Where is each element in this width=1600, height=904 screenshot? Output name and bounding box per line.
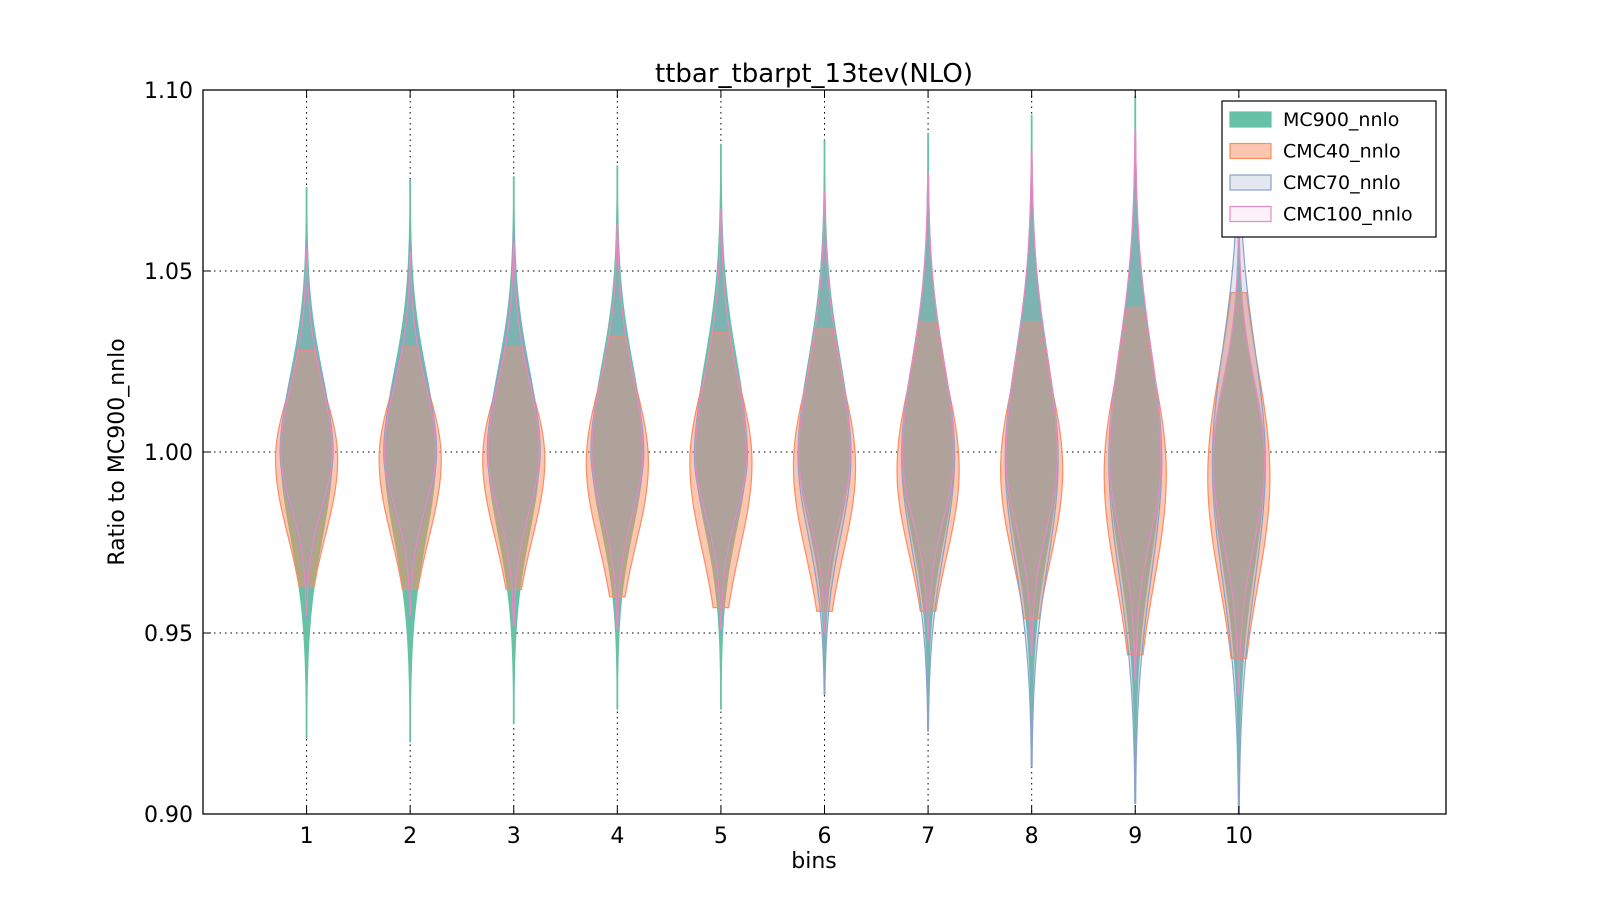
violin-CMC40_nnlo-bin-5 [689,331,753,609]
violin-CMC40_nnlo-bin-3 [482,346,546,591]
violin-CMC40_nnlo-bin-1 [274,350,339,587]
violin-CMC100_nnlo-bin-4 [591,223,644,630]
violin-CMC40_nnlo-bin-4 [585,335,649,598]
violin-CMC100_nnlo-bin-3 [487,241,541,627]
x-tick-label: 1 [300,824,314,849]
violin-CMC100_nnlo-bin-8 [1005,150,1058,656]
legend-swatch-MC900_nnlo [1229,111,1272,128]
legend-swatch-CMC40_nnlo [1229,142,1272,160]
x-tick-label: 7 [921,824,935,849]
violin-CMC100_nnlo-bin-6 [798,190,851,634]
x-tick-label: 9 [1128,824,1142,849]
y-tick-label: 1.00 [144,441,193,466]
violin-CMC100_nnlo-bin-9 [1108,129,1162,681]
violin-series-CMC100_nnlo [280,129,1266,696]
violin-CMC100_nnlo-bin-2 [383,252,437,616]
x-tick-label: 2 [403,824,417,849]
x-tick-label: 10 [1225,824,1253,849]
legend-label-MC900_nnlo: MC900_nnlo [1283,109,1399,131]
x-tick-label: 8 [1025,824,1039,849]
y-tick-label: 1.05 [144,260,193,285]
legend-swatch-CMC70_nnlo [1229,174,1272,191]
y-tick-label: 0.90 [144,803,193,828]
legend: MC900_nnlo CMC40_nnlo CMC70_nnlo CMC100_nnl… [1221,100,1437,238]
x-axis-label: bins [791,849,836,874]
violin-layer [274,96,1271,815]
x-tick-label: 5 [714,824,728,849]
x-tick-label: 4 [610,824,624,849]
violin-CMC100_nnlo-bin-1 [280,248,333,616]
legend-label-CMC40_nnlo: CMC40_nnlo [1283,141,1401,163]
legend-swatch-CMC100_nnlo [1229,205,1272,223]
violin-series-CMC70_nnlo [279,125,1266,815]
violin-CMC100_nnlo-bin-7 [901,172,955,641]
x-tick-label: 3 [507,824,521,849]
violin-CMC100_nnlo-bin-10 [1212,223,1266,696]
axes-layer: 0.90 0.95 1.00 1.05 1.10 1 2 3 4 5 6 7 8 9 10 [144,79,1447,849]
violin-CMC40_nnlo-bin-8 [1000,321,1064,620]
x-tick-label: 6 [818,824,832,849]
violin-CMC40_nnlo-bin-9 [1103,306,1167,656]
y-axis-label: Ratio to MC900_nnlo [105,338,130,565]
violin-CMC40_nnlo-bin-7 [896,321,960,612]
legend-label-CMC70_nnlo: CMC70_nnlo [1283,172,1401,194]
y-tick-label: 0.95 [144,622,193,647]
violin-CMC70_nnlo-bin-2 [383,241,438,620]
legend-label-CMC100_nnlo: CMC100_nnlo [1283,204,1413,226]
y-tick-label: 1.10 [144,79,193,104]
chart-title: ttbar_tbarpt_13tev(NLO) [655,59,973,89]
violin-CMC100_nnlo-bin-5 [694,208,748,630]
violin-CMC70_nnlo-bin-1 [279,241,334,620]
